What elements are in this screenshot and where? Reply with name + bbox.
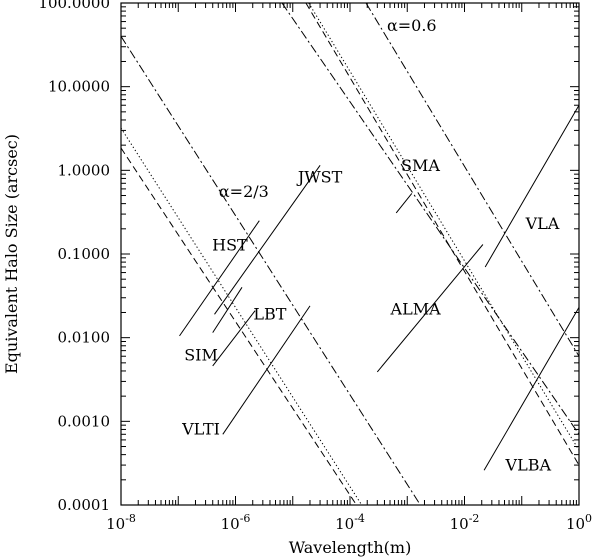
axis-ticks (120, 3, 579, 506)
series-line-dashdot (365, 2, 580, 357)
annotation-label: LBT (253, 304, 286, 323)
y-tick-label: 1.0000 (58, 161, 111, 179)
annotations-group: α=0.6 α=2/3 HST JWST SMA VLA ALMA LBT SIM VLTI VLB… (181, 16, 560, 474)
series-line-dashed (120, 147, 357, 506)
y-tick-label: 0.1000 (58, 245, 111, 263)
y-tick-label: 0.0100 (58, 329, 111, 347)
y-tick-label: 0.0010 (58, 412, 111, 430)
series-line-dashdot (120, 36, 421, 506)
annotation-label: ALMA (390, 299, 442, 318)
y-tick-label: 0.0001 (58, 496, 111, 514)
series-line-dashed (305, 2, 580, 466)
series-line-solid (484, 104, 580, 268)
annotation-label: JWST (296, 167, 343, 186)
y-tick-label: 10.0000 (48, 78, 110, 96)
x-tick-label: 10-2 (450, 512, 480, 533)
annotation-label: HST (212, 236, 248, 255)
x-tick-label: 100 (566, 512, 592, 533)
annotation-label: SMA (401, 156, 440, 175)
x-axis-title: Wavelength(m) (289, 538, 412, 557)
y-tick-label: 100.0000 (38, 0, 110, 12)
y-axis-title: Equivalent Halo Size (arcsec) (2, 134, 21, 374)
annotation-label: α=0.6 (387, 16, 437, 35)
series-line-solid (483, 307, 580, 471)
series-line-solid (214, 165, 321, 315)
x-tick-labels: 10-8 10-6 10-4 10-2 100 (106, 512, 592, 533)
series-line-solid (179, 220, 260, 337)
x-tick-label: 10-6 (221, 512, 251, 533)
annotation-label: SIM (184, 346, 218, 365)
series-line-solid (376, 244, 484, 373)
series-line-dashdot (281, 2, 580, 435)
annotation-label: VLTI (181, 419, 220, 438)
annotation-label: VLBA (505, 455, 552, 474)
x-tick-label: 10-8 (106, 512, 136, 533)
series-line-solid (212, 310, 256, 367)
y-tick-labels: 0.0001 0.0010 0.0100 0.1000 1.0000 10.0000 100… (38, 0, 110, 514)
series-line-solid (222, 305, 311, 435)
x-tick-label: 10-4 (335, 512, 365, 533)
annotation-label: α=2/3 (219, 182, 269, 201)
series-group (120, 2, 580, 506)
series-line-solid (395, 193, 413, 214)
series-line-dotted (120, 127, 363, 506)
annotation-label: VLA (525, 214, 560, 233)
